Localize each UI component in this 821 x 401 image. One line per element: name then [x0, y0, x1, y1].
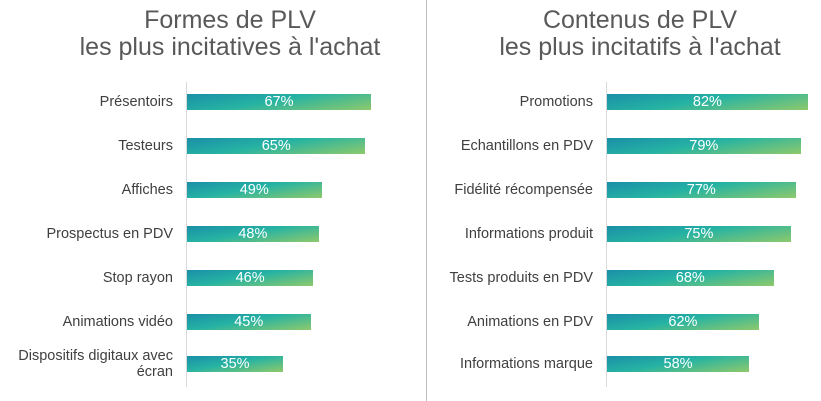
data-label: 65%	[261, 138, 291, 154]
category-label: Animations en PDV	[467, 314, 593, 330]
data-label: 49%	[239, 182, 269, 198]
chart-title: Formes de PLV	[144, 6, 316, 34]
bar	[607, 94, 808, 110]
data-label: 35%	[220, 356, 250, 372]
data-label: 67%	[264, 94, 294, 110]
chart-subtitle: les plus incitatifs à l'achat	[499, 33, 781, 61]
bar	[607, 182, 796, 198]
bar	[187, 182, 322, 198]
data-label: 48%	[238, 226, 268, 242]
category-label: Présentoirs	[99, 94, 173, 110]
category-label: Prospectus en PDV	[46, 226, 173, 242]
category-label: Informations produit	[464, 226, 593, 242]
bar	[607, 356, 750, 372]
category-label: Echantillons en PDV	[460, 138, 593, 154]
bar	[187, 314, 311, 330]
category-label: Stop rayon	[102, 270, 173, 286]
y-axis-line	[186, 82, 187, 387]
category-label: Animations vidéo	[62, 314, 173, 330]
bar	[187, 356, 284, 372]
data-label: 45%	[234, 314, 264, 330]
data-label: 68%	[675, 270, 705, 286]
chart-title: Contenus de PLV	[542, 6, 738, 34]
bar	[607, 226, 791, 242]
y-axis-line	[606, 82, 607, 387]
category-label: Affiches	[121, 182, 173, 198]
data-label: 75%	[684, 226, 714, 242]
category-label: Promotions	[519, 94, 593, 110]
category-label: Dispositifs digitaux avec écran	[18, 348, 173, 380]
category-label: Testeurs	[118, 138, 173, 154]
bar	[607, 314, 759, 330]
data-label: 77%	[686, 182, 716, 198]
bar	[607, 270, 774, 286]
panel-divider	[426, 0, 427, 401]
category-label: Tests produits en PDV	[449, 270, 593, 286]
category-label: Informations marque	[460, 356, 593, 372]
bar	[187, 138, 366, 154]
category-label: Fidélité récompensée	[454, 182, 593, 198]
data-label: 58%	[663, 356, 693, 372]
bar	[187, 270, 314, 286]
bar	[187, 94, 371, 110]
bar	[187, 226, 319, 242]
chart-subtitle: les plus incitatives à l'achat	[79, 33, 381, 61]
data-label: 82%	[692, 94, 722, 110]
bar	[607, 138, 801, 154]
data-label: 62%	[668, 314, 698, 330]
data-label: 79%	[689, 138, 719, 154]
data-label: 46%	[235, 270, 265, 286]
